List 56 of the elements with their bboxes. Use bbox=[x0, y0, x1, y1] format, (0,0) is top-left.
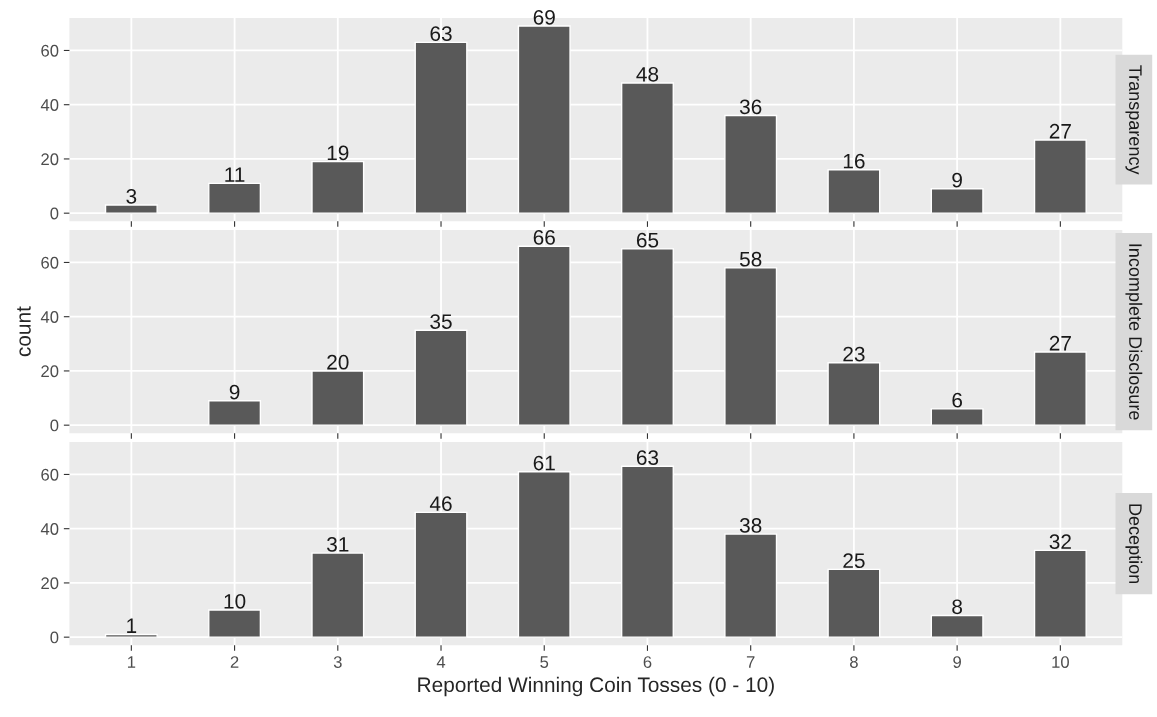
y-tick-label: 0 bbox=[50, 631, 59, 644]
data-label: 46 bbox=[429, 496, 452, 512]
data-label: 25 bbox=[843, 553, 865, 569]
data-label: 1 bbox=[127, 618, 137, 633]
y-tick-label: 0 bbox=[50, 207, 59, 220]
data-label: 9 bbox=[952, 172, 962, 188]
y-tick-label: 0 bbox=[50, 419, 59, 432]
data-label: 16 bbox=[843, 153, 865, 169]
x-axis-title: Reported Winning Coin Tosses (0 - 10) bbox=[418, 676, 774, 697]
data-label: 32 bbox=[1049, 534, 1071, 550]
data-label: 35 bbox=[430, 314, 452, 329]
y-tick-label: 40 bbox=[40, 523, 59, 535]
data-label: 19 bbox=[327, 145, 349, 161]
data-label: 6 bbox=[952, 392, 963, 408]
data-label: 63 bbox=[430, 26, 452, 41]
y-tick-label: 60 bbox=[41, 44, 59, 57]
x-tick-label: 2 bbox=[230, 656, 239, 668]
data-label: 11 bbox=[225, 167, 245, 182]
x-tick-label: 4 bbox=[436, 656, 446, 668]
text: Transparency bbox=[1125, 65, 1142, 175]
x-tick-label: 5 bbox=[540, 656, 549, 668]
data-label: 31 bbox=[327, 537, 349, 552]
x-tick-label: 7 bbox=[746, 656, 755, 668]
x-tick-label: 1 bbox=[127, 656, 136, 668]
data-label: 38 bbox=[739, 518, 762, 533]
data-label: 63 bbox=[636, 450, 659, 465]
y-axis-title: count bbox=[17, 306, 31, 357]
data-label: 8 bbox=[952, 599, 963, 615]
x-tick-label: 10 bbox=[1052, 656, 1069, 668]
data-label: 48 bbox=[636, 66, 659, 82]
data-label: 58 bbox=[739, 251, 762, 267]
x-tick-label: 6 bbox=[643, 656, 652, 668]
y-tick-label: 20 bbox=[41, 365, 59, 378]
data-label: 10 bbox=[224, 593, 246, 609]
y-tick-label: 60 bbox=[41, 256, 59, 269]
data-label: 36 bbox=[739, 99, 762, 115]
y-tick-label: 20 bbox=[41, 153, 59, 166]
data-label: 27 bbox=[1049, 335, 1071, 351]
data-label: 69 bbox=[533, 9, 555, 25]
data-label: 65 bbox=[636, 232, 659, 248]
data-label: 20 bbox=[327, 354, 349, 370]
data-label: 9 bbox=[229, 384, 240, 400]
y-tick-label: 20 bbox=[41, 577, 59, 590]
data-label: 66 bbox=[533, 230, 555, 245]
x-tick-label: 3 bbox=[333, 656, 342, 668]
data-label: 23 bbox=[843, 346, 865, 362]
text: Incomplete Disclosure bbox=[1125, 244, 1143, 420]
data-label: 27 bbox=[1049, 123, 1071, 139]
y-tick-label: 40 bbox=[40, 311, 59, 323]
y-tick-label: 60 bbox=[41, 468, 59, 481]
data-label: 61 bbox=[533, 455, 555, 471]
data-label: 3 bbox=[126, 188, 137, 204]
y-tick-label: 40 bbox=[40, 99, 59, 111]
text: Deception bbox=[1125, 504, 1143, 584]
x-tick-label: 8 bbox=[850, 656, 858, 668]
x-tick-label: 9 bbox=[953, 656, 961, 668]
